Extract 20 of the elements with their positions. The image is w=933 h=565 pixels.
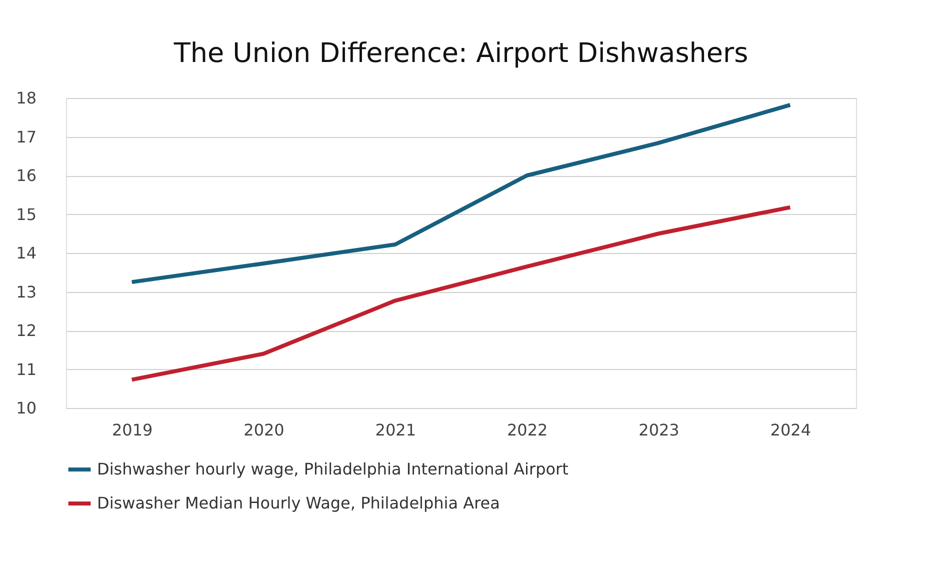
y-tick-label: 12 — [16, 321, 36, 340]
y-tick-label: 13 — [16, 282, 36, 302]
x-tick-label: 2020 — [244, 420, 284, 440]
y-tick-label: 11 — [16, 360, 36, 379]
y-tick-label: 10 — [16, 398, 36, 418]
line-series — [130, 102, 792, 284]
chart-title: The Union Difference: Airport Dishwashers — [172, 38, 748, 69]
y-tick-label: 18 — [16, 88, 36, 108]
y-tick-label: 15 — [16, 204, 36, 224]
y-tick-label: 16 — [16, 166, 36, 185]
x-tick-label: 2023 — [638, 420, 680, 440]
x-tick-label: 2024 — [770, 420, 812, 440]
line-series — [130, 205, 792, 382]
x-tick-label: 2019 — [112, 420, 153, 440]
x-tick-label: 2021 — [375, 420, 416, 440]
x-tick-label: 2022 — [506, 420, 548, 440]
legend-label: Diswasher Median Hourly Wage, Philadelphia Area — [97, 494, 500, 512]
y-tick-label: 17 — [16, 127, 36, 146]
legend-label: Dishwasher hourly wage, Philadelphia International Airport — [97, 460, 568, 478]
y-tick-label: 14 — [16, 244, 36, 262]
